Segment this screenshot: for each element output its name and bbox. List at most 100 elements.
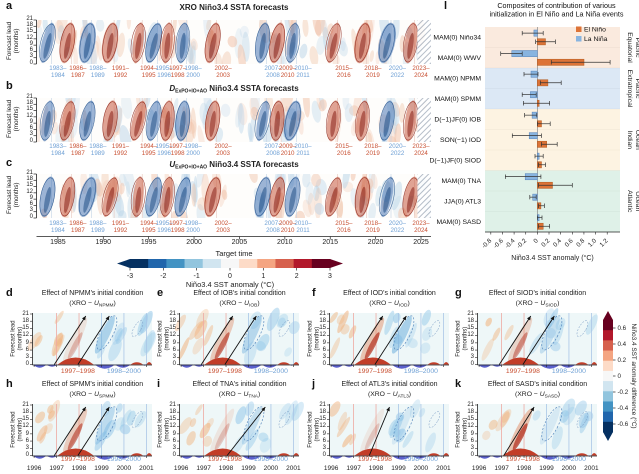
svg-text:Ocean: Ocean	[634, 130, 639, 150]
formula-pre: (XRO −	[69, 300, 94, 307]
panel-f-title: Effect of IOD's initial condition	[343, 290, 436, 297]
svg-text:La Niña: La Niña	[584, 36, 608, 43]
formula-pre: (XRO −	[515, 300, 541, 307]
formula-pre: (XRO −	[514, 391, 540, 398]
panel-label-g: g	[455, 287, 462, 299]
ytick-label: 0	[172, 452, 176, 459]
panel-d-title: Effect of NPMM's initial condition	[41, 290, 144, 297]
formula-u: U	[540, 300, 546, 307]
event-label-20092010: 2009– 2010	[278, 143, 297, 157]
event-label-19831984: 1983– 1984	[49, 65, 67, 79]
xtick-year: 2000	[263, 465, 279, 472]
ytick-label: 6	[322, 346, 326, 353]
svg-text:0: 0	[618, 373, 622, 380]
ytick-label: 9	[29, 40, 33, 47]
formula-post: )	[557, 391, 560, 398]
svg-text:Extratropical: Extratropical	[626, 70, 633, 108]
panel-k-plot	[475, 398, 597, 460]
event-label-19941995: 1994– 1995	[140, 65, 158, 79]
ytick-label: 21	[169, 401, 176, 408]
title-variable: U	[169, 160, 176, 169]
xtick-year: 2000	[413, 465, 429, 472]
ytick-label: 6	[25, 346, 29, 353]
xtick-year: 1997	[196, 465, 211, 472]
event-label-20202022: 2020– 2022	[388, 65, 406, 79]
ytick-label: 21	[26, 169, 33, 176]
ytick-label: 18	[467, 317, 474, 324]
event-label-19941995: 1994– 1995	[140, 143, 158, 157]
event-label-19861987: 1986– 1987	[69, 65, 87, 79]
svg-text:MAM(0) Niño34: MAM(0) Niño34	[433, 35, 481, 42]
event-label-1998-2000: 1998–2000	[106, 456, 141, 463]
xtick-year: 1990	[95, 239, 112, 246]
ytick-label: 15	[26, 182, 33, 189]
ytick-label: 18	[22, 408, 29, 415]
panel-label-b: b	[6, 80, 13, 92]
panel-a-ylabel: Forecast lead (months)	[6, 21, 20, 60]
svg-text:Atlantic: Atlantic	[626, 190, 633, 213]
xtick-year: 1985	[50, 239, 66, 246]
ytick-label: 18	[26, 21, 33, 28]
ytick-label: 6	[29, 125, 33, 131]
title-subscript: ExPO+IO+AO	[175, 164, 208, 171]
svg-text:MAM(0) SPMM: MAM(0) SPMM	[435, 96, 482, 103]
xtick-year: 1999	[391, 465, 406, 472]
event-label-19971998: 1997– 1998	[169, 220, 187, 234]
event-label-1998-2000: 1998–2000	[403, 368, 438, 375]
ytick-label: 21	[169, 310, 176, 317]
panel-l-chart: -0.8 -0.6 -0.4 -0.2 0 0.2 0.4 0.6 0.8 1.0 1.2 Niño3…	[429, 1, 639, 262]
panel-e-formula: (XRO − UIOB)	[170, 300, 309, 309]
svg-text:0.4: 0.4	[552, 237, 563, 248]
formula-pre: (XRO −	[219, 300, 245, 307]
event-label-19941995: 1994– 1995	[140, 220, 158, 234]
formula-pre: (XRO −	[218, 391, 244, 398]
xtick-year: 1997	[346, 465, 361, 472]
panel-f-formula: (XRO − UIOD)	[320, 300, 459, 309]
ytick-label: 12	[467, 423, 474, 430]
xtick-year: 2000	[561, 465, 577, 472]
svg-text:Ocean: Ocean	[634, 191, 639, 211]
event-label-19881989: 1988– 1989	[89, 220, 107, 234]
formula-post: )	[258, 391, 261, 398]
formula-u: U	[244, 300, 250, 307]
formula-u: U	[94, 391, 99, 398]
panel-a-title: XRO Niño3.4 SSTA forecasts	[37, 3, 431, 12]
event-label-1997-1998: 1997–1998	[357, 368, 392, 375]
ytick-label: 15	[169, 416, 176, 423]
ytick-label: 15	[22, 325, 29, 332]
event-label-19861987: 1986– 1987	[69, 143, 87, 157]
ytick-label: 0	[470, 452, 474, 459]
event-label-19951996: 1995– 1996	[155, 65, 173, 79]
ytick-label: 12	[467, 332, 474, 339]
svg-text:MAM(0) SASD: MAM(0) SASD	[436, 219, 481, 226]
panel-label-a: a	[6, 0, 13, 12]
event-label-1997-1998: 1997–1998	[60, 456, 95, 463]
formula-pre: (XRO −	[367, 391, 393, 398]
ytick-label: 21	[319, 401, 326, 408]
event-label-19982000: 1998– 2000	[184, 143, 202, 157]
title-text: Niño3.4 SSTA forecasts	[207, 160, 299, 169]
svg-text:D(−1)JF(0) SIOD: D(−1)JF(0) SIOD	[429, 158, 481, 165]
svg-text:Pacific: Pacific	[634, 78, 639, 99]
event-label-19951996: 1995– 1996	[155, 220, 173, 234]
ytick-label: 0	[29, 59, 33, 66]
ytick-label: 0	[172, 361, 176, 368]
ytick-label: 9	[172, 339, 176, 346]
ytick-label: 3	[470, 445, 474, 451]
event-label-1998-2000: 1998–2000	[253, 456, 288, 463]
svg-text:Indian: Indian	[626, 130, 633, 149]
ytick-label: 15	[467, 416, 474, 423]
title-subscript: ExPO+IO+AO	[175, 88, 208, 95]
ytick-label: 12	[169, 423, 176, 430]
svg-text:1.2: 1.2	[598, 237, 609, 248]
xtick-year: 2025	[413, 239, 429, 246]
ytick-label: 18	[26, 175, 33, 182]
main-colorbar: -3 -2 -1 0 1 2 3 Niño3.4 SST anomaly (°C)	[117, 259, 343, 289]
ytick-label: 21	[467, 401, 474, 408]
target-time-label: Target time	[215, 249, 253, 258]
xtick-year: 1997	[494, 465, 509, 472]
svg-text:-1: -1	[194, 273, 200, 280]
hovmoller-field-c	[37, 174, 431, 218]
svg-text:MAM(0) WWV: MAM(0) WWV	[438, 55, 482, 62]
event-label-19881989: 1988– 1989	[89, 143, 107, 157]
